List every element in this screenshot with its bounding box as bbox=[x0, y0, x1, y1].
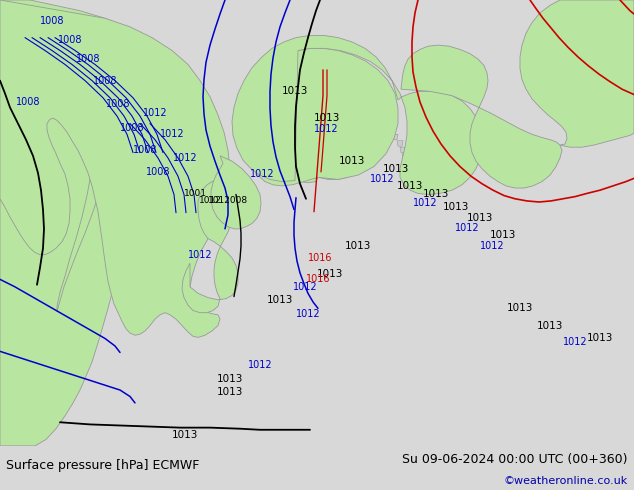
Text: 1013: 1013 bbox=[172, 430, 198, 440]
Text: 1008: 1008 bbox=[93, 75, 117, 86]
Polygon shape bbox=[0, 0, 168, 446]
Text: 1013: 1013 bbox=[467, 213, 493, 223]
Polygon shape bbox=[320, 111, 354, 132]
Polygon shape bbox=[382, 119, 392, 127]
Text: 1012: 1012 bbox=[413, 198, 437, 208]
Polygon shape bbox=[520, 0, 634, 147]
Text: 1008: 1008 bbox=[58, 35, 82, 45]
Text: 1013: 1013 bbox=[587, 334, 613, 343]
Polygon shape bbox=[246, 49, 398, 186]
Text: 1012: 1012 bbox=[250, 169, 275, 179]
Text: 1013: 1013 bbox=[507, 303, 533, 314]
Text: 1013: 1013 bbox=[281, 86, 308, 97]
Text: 1013: 1013 bbox=[217, 387, 243, 397]
Text: 1008: 1008 bbox=[146, 167, 171, 177]
Text: 1001: 1001 bbox=[183, 189, 207, 198]
Text: 1013: 1013 bbox=[397, 181, 423, 191]
Polygon shape bbox=[355, 116, 375, 131]
Text: 1013: 1013 bbox=[423, 190, 449, 199]
Polygon shape bbox=[392, 134, 398, 140]
Polygon shape bbox=[182, 180, 238, 313]
Polygon shape bbox=[232, 35, 482, 195]
Polygon shape bbox=[402, 154, 408, 159]
Text: 1013: 1013 bbox=[317, 269, 343, 279]
Text: 1012: 1012 bbox=[172, 153, 197, 163]
Text: 1013: 1013 bbox=[490, 230, 516, 240]
Text: 1012: 1012 bbox=[143, 108, 167, 118]
Text: 1013: 1013 bbox=[217, 374, 243, 384]
Text: 1012: 1012 bbox=[563, 337, 587, 347]
Text: 1013: 1013 bbox=[537, 320, 563, 331]
Polygon shape bbox=[400, 147, 406, 152]
Text: 1016: 1016 bbox=[306, 274, 330, 284]
Text: 1012: 1012 bbox=[198, 196, 221, 205]
Text: 1008: 1008 bbox=[120, 123, 145, 133]
Text: 1012: 1012 bbox=[248, 360, 273, 370]
Text: 1008: 1008 bbox=[75, 54, 100, 64]
Text: 1008: 1008 bbox=[16, 97, 40, 107]
Polygon shape bbox=[57, 43, 114, 312]
Text: 1012008: 1012008 bbox=[208, 196, 248, 205]
Text: 1013: 1013 bbox=[314, 113, 340, 123]
Text: 1008: 1008 bbox=[133, 146, 157, 155]
Text: Su 09-06-2024 00:00 UTC (00+360): Su 09-06-2024 00:00 UTC (00+360) bbox=[402, 453, 628, 466]
Text: 1012: 1012 bbox=[314, 124, 339, 134]
Text: 1012: 1012 bbox=[370, 174, 394, 184]
Text: 1008: 1008 bbox=[106, 99, 130, 109]
Text: 1013: 1013 bbox=[443, 202, 469, 212]
Text: 1012: 1012 bbox=[188, 249, 212, 260]
Polygon shape bbox=[401, 45, 562, 188]
Text: ©weatheronline.co.uk: ©weatheronline.co.uk bbox=[503, 476, 628, 486]
Text: 1012: 1012 bbox=[480, 241, 504, 251]
Text: 1016: 1016 bbox=[307, 253, 332, 263]
Text: 1013: 1013 bbox=[345, 241, 371, 251]
Text: 1008: 1008 bbox=[40, 17, 64, 26]
Text: 1013: 1013 bbox=[267, 295, 293, 305]
Polygon shape bbox=[211, 156, 261, 229]
Polygon shape bbox=[0, 0, 230, 338]
Polygon shape bbox=[404, 160, 410, 166]
Text: 1013: 1013 bbox=[383, 164, 409, 173]
Text: 1012: 1012 bbox=[455, 223, 479, 233]
Text: 1012: 1012 bbox=[160, 129, 184, 139]
Polygon shape bbox=[296, 126, 367, 183]
Text: Surface pressure [hPa] ECMWF: Surface pressure [hPa] ECMWF bbox=[6, 459, 200, 472]
Text: 1012: 1012 bbox=[293, 282, 317, 292]
Polygon shape bbox=[397, 141, 403, 146]
Text: 1012: 1012 bbox=[295, 309, 320, 318]
Text: 1013: 1013 bbox=[339, 156, 365, 166]
